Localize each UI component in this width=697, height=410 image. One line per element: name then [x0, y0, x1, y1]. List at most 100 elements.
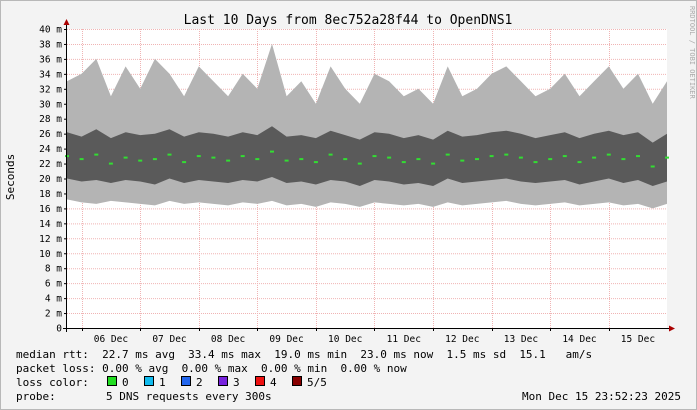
loss-color-item-label: 4 [270, 376, 277, 389]
median-point [240, 155, 245, 158]
x-tick-label: 10 Dec [328, 334, 362, 345]
y-tick-label: 28 m [39, 114, 62, 125]
loss-color-item-label: 0 [122, 376, 129, 389]
y-tick-label: 16 m [39, 204, 62, 215]
y-tick-label: 26 m [39, 129, 62, 140]
median-point [343, 158, 348, 161]
y-tick-labels: 0 2 m 4 m 6 m 8 m 10 m 12 m 14 m 16 m 18 m 20 m 22 … [39, 25, 67, 335]
y-tick-label: 2 m [45, 309, 62, 320]
x-tick-labels: 06 Dec 07 Dec 08 Dec 09 Dec 10 Dec 11 Dec 12 D… [82, 328, 655, 345]
median-point [636, 155, 640, 158]
x-tick-label: 14 Dec [562, 334, 596, 345]
median-point [372, 155, 377, 158]
y-tick-label: 0 [56, 324, 62, 335]
median-point [562, 155, 567, 158]
x-tick-label: 07 Dec [152, 334, 186, 345]
median-point [401, 161, 406, 164]
x-tick-label: 11 Dec [387, 334, 421, 345]
watermark: RRDTOOL / TOBI OETIKER [688, 6, 696, 100]
legend: median rtt: 22.7 ms avg 33.4 ms max 19.0… [16, 348, 681, 403]
median-point [328, 153, 333, 156]
probe-text: 5 DNS requests every 300s [106, 390, 272, 403]
x-tick-label: 13 Dec [504, 334, 538, 345]
median-point [548, 158, 553, 161]
x-axis-arrow [669, 325, 675, 332]
median-point [387, 156, 392, 159]
loss-color-item-label: 3 [233, 376, 240, 389]
median-point [460, 159, 465, 162]
loss-color-item-label: 1 [159, 376, 166, 389]
y-tick-label: 22 m [39, 159, 62, 170]
median-point [94, 153, 99, 156]
median-point [357, 162, 362, 165]
median-point [416, 158, 421, 161]
median-point [475, 158, 479, 161]
loss-color-items: 0 1 2 3 4 5/5 [107, 376, 327, 389]
y-axis-label: Seconds [4, 154, 17, 200]
y-axis-arrow [63, 19, 70, 25]
median-point [270, 150, 274, 153]
median-point [606, 153, 611, 156]
loss-color-swatch [144, 376, 154, 386]
axes [63, 19, 675, 332]
loss-color-swatch [218, 376, 228, 386]
y-tick-label: 8 m [45, 264, 62, 275]
loss-color-swatch [181, 376, 191, 386]
x-tick-label: 06 Dec [94, 334, 128, 345]
median-point [533, 161, 538, 164]
y-tick-label: 34 m [39, 69, 62, 80]
inner-band [67, 126, 667, 186]
median-point [621, 158, 626, 161]
y-tick-label: 6 m [45, 279, 62, 290]
y-tick-label: 24 m [39, 144, 62, 155]
y-tick-label: 32 m [39, 84, 62, 95]
stats-median-rtt: median rtt: 22.7 ms avg 33.4 ms max 19.0… [16, 348, 592, 361]
y-tick-label: 20 m [39, 174, 62, 185]
x-tick-label: 08 Dec [211, 334, 245, 345]
median-point [196, 155, 201, 158]
median-point [665, 156, 669, 159]
y-tick-label: 30 m [39, 99, 62, 110]
x-tick-label: 15 Dec [621, 334, 655, 345]
loss-color-swatch [255, 376, 265, 386]
median-point [226, 159, 231, 162]
median-point [445, 153, 450, 156]
y-tick-label: 40 m [39, 25, 62, 36]
median-point [518, 156, 523, 159]
loss-color-item-label: 5/5 [307, 376, 327, 389]
y-tick-label: 14 m [39, 219, 62, 230]
median-point [284, 159, 289, 162]
timestamp: Mon Dec 15 23:52:23 2025 [522, 390, 681, 403]
median-point [504, 153, 509, 156]
median-point [79, 158, 84, 161]
median-point [182, 161, 187, 164]
median-point [577, 161, 582, 164]
median-point [431, 162, 436, 165]
y-tick-label: 10 m [39, 249, 62, 260]
median-point [211, 156, 216, 159]
median-point [650, 165, 655, 168]
loss-color-label: loss color: [16, 376, 89, 389]
y-tick-label: 38 m [39, 39, 62, 50]
loss-color-swatch [292, 376, 302, 386]
median-point [592, 156, 597, 159]
median-point [313, 161, 318, 164]
median-point [152, 158, 157, 161]
loss-color-swatch [107, 376, 117, 386]
median-point [138, 159, 143, 162]
median-point [167, 153, 172, 156]
y-tick-label: 12 m [39, 234, 62, 245]
y-tick-label: 36 m [39, 54, 62, 65]
loss-color-item-label: 2 [196, 376, 203, 389]
x-tick-label: 09 Dec [269, 334, 303, 345]
y-tick-label: 4 m [45, 294, 62, 305]
x-tick-label: 12 Dec [445, 334, 479, 345]
y-tick-label: 18 m [39, 189, 62, 200]
stats-packet-loss: packet loss: 0.00 % avg 0.00 % max 0.00 … [16, 362, 407, 375]
median-point [123, 156, 128, 159]
median-point [489, 155, 494, 158]
median-point [299, 158, 304, 161]
median-point [255, 158, 260, 161]
chart-title: Last 10 Days from 8ec752a28f44 to OpenDN… [184, 13, 513, 28]
